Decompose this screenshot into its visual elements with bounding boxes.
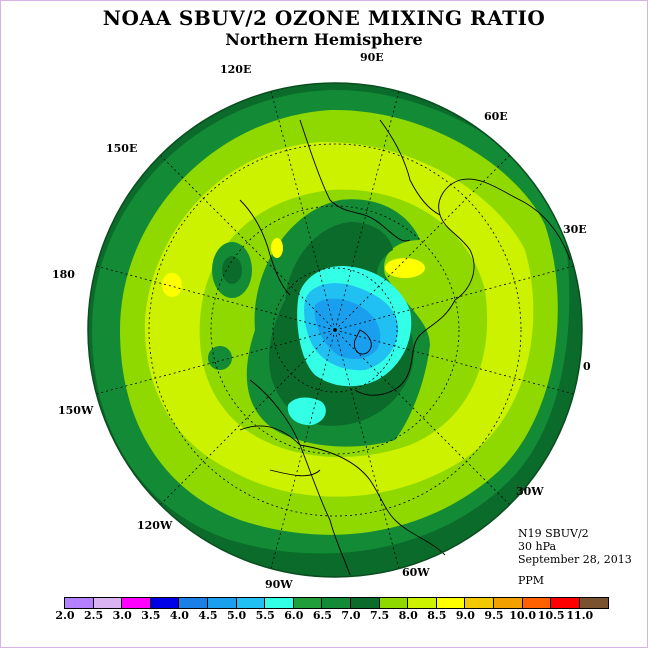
colorbar-tick-label: 4.0 — [169, 609, 189, 622]
field-yellow-spot-pacific — [162, 273, 182, 297]
meridian-line — [334, 155, 510, 331]
lon-label-150w: 150W — [58, 404, 94, 417]
meridian-line — [334, 329, 510, 505]
coast-alaska — [239, 425, 301, 446]
lon-label-150e: 150E — [106, 142, 137, 155]
coast-north-america-west — [249, 379, 351, 576]
meridian-line — [334, 265, 574, 331]
meridian-line — [96, 329, 336, 395]
colorbar-tick-label: 5.5 — [255, 609, 275, 622]
colorbar-swatch — [122, 598, 151, 608]
colorbar — [64, 597, 610, 609]
colorbar-labels: 2.0 2.5 3.0 3.5 4.0 4.5 5.0 5.5 6.0 6.5 7.0 7.5 8.0 8… — [0, 609, 648, 623]
colorbar-tick-label: 8.5 — [427, 609, 447, 622]
coast-gulf — [269, 469, 321, 477]
lon-label-30w: 30W — [516, 485, 544, 498]
colorbar-swatch — [93, 598, 123, 608]
colorbar-tick-label: 2.5 — [84, 609, 104, 622]
latitude-circle-30n — [148, 143, 522, 517]
coast-europe — [459, 178, 571, 261]
meridian-line — [160, 155, 336, 331]
meridian-line — [96, 265, 336, 331]
coastlines — [239, 119, 571, 576]
lon-label-60e: 60E — [484, 110, 508, 123]
colorbar-tick-label: 11.0 — [566, 609, 594, 622]
colorbar-tick-label: 5.0 — [227, 609, 247, 622]
colorbar-swatch — [465, 598, 494, 608]
meridian-line — [270, 91, 336, 331]
colorbar-swatch — [150, 598, 180, 608]
lon-label-90w: 90W — [265, 578, 293, 591]
satellite-label: N19 SBUV/2 — [518, 527, 589, 540]
coast-kamchatka — [239, 199, 291, 296]
hemisphere-boundary — [87, 82, 583, 578]
latitude-circle-50n — [210, 205, 460, 455]
units-label: PPM — [518, 574, 545, 587]
lon-label-120w: 120W — [137, 519, 173, 532]
coast-asia-east — [299, 119, 411, 242]
colorbar-swatch — [322, 598, 351, 608]
lon-label-120e: 120E — [220, 63, 251, 76]
field-green-blob-alaska — [208, 346, 232, 370]
lon-label-90e: 90E — [360, 51, 384, 64]
colorbar-tick-label: 6.0 — [284, 609, 304, 622]
colorbar-tick-label: 7.0 — [341, 609, 361, 622]
colorbar-swatch — [236, 598, 266, 608]
colorbar-tick-label: 3.0 — [112, 609, 132, 622]
observation-date: September 28, 2013 — [518, 553, 632, 566]
latitude-circle-70n — [272, 267, 398, 393]
colorbar-swatch — [408, 598, 437, 608]
colorbar-swatch — [65, 598, 94, 608]
coast-india-china — [379, 119, 441, 216]
meridians — [96, 91, 574, 569]
pressure-level: 30 hPa — [518, 540, 557, 553]
colorbar-tick-label: 4.5 — [198, 609, 218, 622]
colorbar-tick-label: 2.0 — [55, 609, 75, 622]
map-title: NOAA SBUV/2 OZONE MIXING RATIO — [102, 6, 546, 30]
lon-label-30e: 30E — [563, 223, 587, 236]
colorbar-tick-label: 10.5 — [537, 609, 565, 622]
colorbar-swatch — [436, 598, 466, 608]
field-yellow-spot-asia — [271, 238, 283, 258]
lon-label-0: 0 — [583, 360, 591, 373]
lon-label-180: 180 — [52, 268, 75, 281]
colorbar-swatch — [493, 598, 523, 608]
colorbar-swatch — [522, 598, 552, 608]
coast-north-america-east — [299, 444, 446, 556]
colorbar-swatch — [207, 598, 237, 608]
colorbar-tick-label: 9.0 — [455, 609, 475, 622]
colorbar-tick-label: 10.0 — [509, 609, 536, 622]
colorbar-tick-label: 7.5 — [370, 609, 390, 622]
field-cyan-lobe — [287, 397, 326, 426]
longitude-labels: 90E 60E 30E 0 30W 60W 90W 120W 150W 180 … — [52, 51, 591, 591]
meridian-line — [334, 329, 574, 395]
colorbar-tick-label: 8.0 — [398, 609, 418, 622]
lon-label-60w: 60W — [402, 566, 430, 579]
meridian-line — [160, 329, 336, 505]
colorbar-tick-label: 9.5 — [484, 609, 504, 622]
meridian-line — [334, 329, 400, 569]
coast-greenland — [354, 299, 456, 396]
field-yellow-spot-siberia — [385, 258, 425, 278]
info-block: N19 SBUV/2 30 hPa September 28, 2013 — [518, 527, 632, 566]
colorbar-swatch — [293, 598, 323, 608]
colorbar-swatch — [551, 598, 580, 608]
colorbar-tick-label: 3.5 — [141, 609, 161, 622]
coast-scandinavia — [438, 179, 475, 301]
colorbar-swatch — [579, 598, 609, 608]
colorbar-tick-label: 6.5 — [312, 609, 332, 622]
coast-arctic-island — [353, 329, 372, 355]
meridian-line — [270, 329, 336, 569]
graticule — [96, 91, 574, 569]
field-dark-blob-pacific — [222, 256, 242, 284]
colorbar-swatch — [179, 598, 208, 608]
colorbar-swatch — [265, 598, 294, 608]
colorbar-swatch — [379, 598, 409, 608]
map-subtitle: Northern Hemisphere — [225, 30, 423, 49]
colorbar-swatch — [350, 598, 380, 608]
